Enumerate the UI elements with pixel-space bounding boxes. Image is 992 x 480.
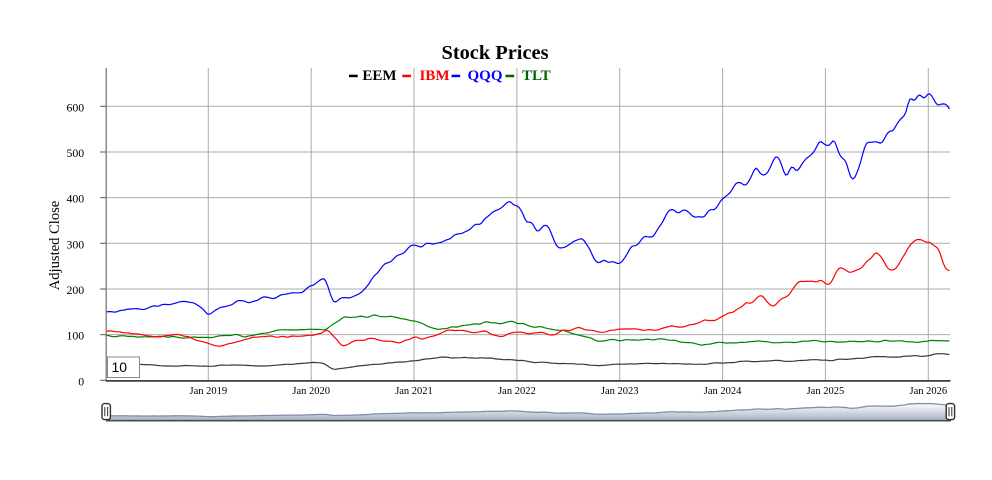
- svg-text:Jan 2021: Jan 2021: [395, 386, 433, 397]
- svg-text:EEM: EEM: [362, 68, 396, 84]
- svg-text:Jan 2024: Jan 2024: [704, 386, 742, 397]
- svg-text:Adjusted Close: Adjusted Close: [47, 201, 63, 291]
- svg-text:400: 400: [66, 192, 84, 206]
- svg-text:IBM: IBM: [420, 68, 450, 84]
- svg-text:Jan 2026: Jan 2026: [909, 386, 947, 397]
- svg-text:Jan 2019: Jan 2019: [189, 386, 227, 397]
- svg-text:300: 300: [66, 237, 84, 251]
- svg-text:200: 200: [66, 283, 84, 297]
- svg-text:10: 10: [112, 359, 128, 375]
- svg-text:Jan 2022: Jan 2022: [498, 386, 536, 397]
- svg-text:Stock Prices: Stock Prices: [441, 42, 548, 64]
- svg-text:0: 0: [78, 374, 84, 388]
- svg-text:QQQ: QQQ: [468, 68, 503, 84]
- svg-text:TLT: TLT: [522, 68, 551, 84]
- svg-text:100: 100: [66, 329, 84, 343]
- svg-text:Jan 2025: Jan 2025: [807, 386, 845, 397]
- svg-text:Jan 2020: Jan 2020: [292, 386, 330, 397]
- svg-text:500: 500: [66, 146, 84, 160]
- svg-text:600: 600: [66, 100, 84, 114]
- svg-text:Jan 2023: Jan 2023: [601, 386, 639, 397]
